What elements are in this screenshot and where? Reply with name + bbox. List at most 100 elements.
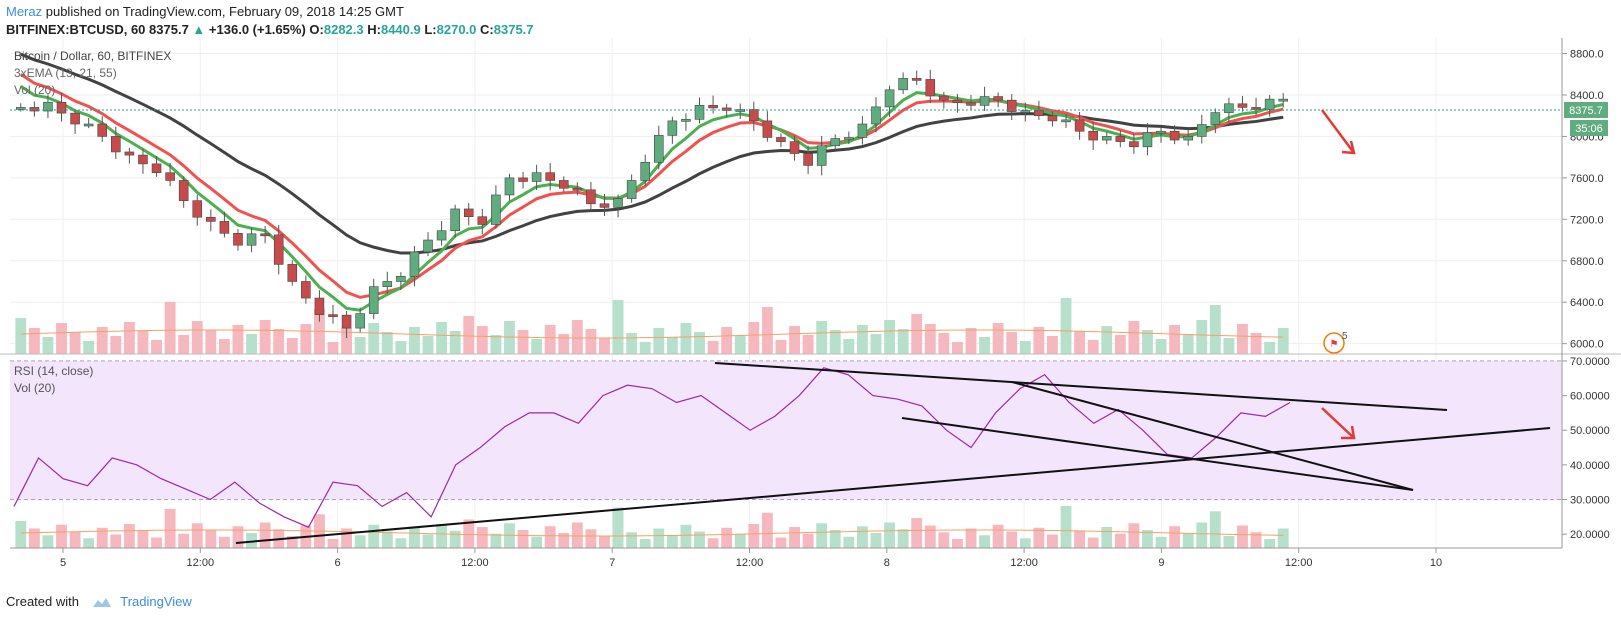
last-price: 8375.7 bbox=[149, 22, 189, 37]
volume-bar bbox=[734, 534, 746, 548]
candle-down bbox=[287, 264, 298, 282]
volume-bar bbox=[1019, 538, 1031, 548]
volume-bar bbox=[56, 524, 67, 548]
volume-bar bbox=[1047, 336, 1058, 354]
volume-bar bbox=[884, 522, 895, 548]
volume-bar bbox=[354, 535, 366, 548]
volume-bar bbox=[734, 336, 746, 354]
volume-bar bbox=[653, 528, 665, 548]
volume-bar bbox=[1264, 539, 1276, 548]
volume-bar bbox=[1114, 533, 1126, 548]
candle-down bbox=[111, 136, 121, 153]
volume-bar bbox=[531, 536, 543, 548]
volume-bar bbox=[856, 325, 868, 354]
volume-bar bbox=[15, 521, 27, 548]
volume-bar bbox=[965, 328, 977, 354]
price-axis[interactable]: 8800.08400.08000.07600.07200.06800.06400… bbox=[1562, 49, 1604, 351]
volume-bar bbox=[476, 326, 488, 354]
candle-up bbox=[43, 101, 53, 112]
volume-bar bbox=[979, 535, 991, 548]
volume-bar bbox=[1060, 506, 1072, 548]
volume-bar bbox=[1074, 331, 1086, 354]
volume-bar bbox=[626, 532, 638, 548]
candle-up bbox=[979, 96, 990, 106]
candle-up bbox=[1264, 98, 1275, 110]
rsi-axis[interactable]: 70.0000 60.0000 50.0000 40.0000 30.0000 20.00… bbox=[1562, 356, 1610, 541]
high-value: 8440.9 bbox=[380, 22, 421, 37]
candle-down bbox=[138, 154, 148, 165]
candle-up bbox=[871, 106, 881, 125]
tradingview-cloud-icon bbox=[92, 598, 111, 607]
volume-bar bbox=[1155, 536, 1167, 548]
ema21-line bbox=[19, 73, 1284, 299]
volume-bar bbox=[436, 322, 448, 354]
tradingview-link[interactable]: TradingView bbox=[120, 594, 192, 609]
price-change: +136.0 (+1.65%) bbox=[208, 22, 306, 37]
volume-bar bbox=[490, 335, 502, 354]
volume-bar bbox=[463, 519, 475, 548]
volume-bar bbox=[965, 528, 977, 548]
volume-bar bbox=[151, 537, 162, 548]
volume-bar bbox=[1128, 523, 1140, 548]
candle-down bbox=[124, 151, 135, 156]
candle-up bbox=[504, 177, 515, 196]
volume-bar bbox=[721, 527, 733, 548]
volume-bar bbox=[599, 338, 610, 354]
volume-bar bbox=[951, 539, 963, 548]
candle-down bbox=[925, 79, 936, 97]
candle-up bbox=[396, 275, 406, 282]
volume-bar bbox=[829, 530, 841, 548]
rsi-tick-label: 50.0000 bbox=[1570, 425, 1610, 437]
volume-bar bbox=[911, 314, 923, 354]
close-value: 8375.7 bbox=[493, 22, 534, 37]
candle-down bbox=[911, 78, 922, 81]
last-price-value: 8375.7 bbox=[1569, 105, 1603, 117]
rsi-volume-ma-line bbox=[20, 529, 1284, 537]
time-tick-label: 12:00 bbox=[1010, 557, 1038, 569]
price-tick-label: 6000.0 bbox=[1570, 339, 1604, 351]
candle-up bbox=[640, 162, 650, 181]
volume-bar bbox=[96, 527, 108, 548]
candle-down bbox=[260, 233, 270, 237]
volume-bar bbox=[1250, 532, 1262, 548]
volume-bar bbox=[789, 326, 800, 354]
volume-bar bbox=[1087, 340, 1099, 354]
author-link[interactable]: Meraz bbox=[6, 4, 43, 19]
candle-up bbox=[1210, 112, 1221, 125]
volume-bar bbox=[341, 528, 353, 548]
volume-bar bbox=[517, 330, 529, 354]
volume-bar bbox=[870, 533, 882, 548]
candle-down bbox=[762, 120, 773, 138]
volume-bar bbox=[938, 532, 950, 548]
volume-bar bbox=[368, 524, 380, 548]
candle-up bbox=[531, 172, 542, 182]
red-arrow-main bbox=[1320, 109, 1356, 155]
rsi-tick-label: 30.0000 bbox=[1570, 495, 1610, 507]
volume-bar bbox=[232, 526, 244, 548]
event-badge[interactable]: ⚑ 5 bbox=[1323, 331, 1348, 354]
time-tick-label: 12:00 bbox=[736, 557, 764, 569]
volume-bar bbox=[707, 538, 719, 548]
candle-down bbox=[1251, 107, 1261, 110]
publish-line: Meraz published on TradingView.com, Febr… bbox=[6, 4, 404, 19]
volume-bar bbox=[449, 331, 461, 354]
candle-up bbox=[436, 230, 447, 241]
volume-bar bbox=[639, 342, 651, 354]
candle-down bbox=[776, 137, 786, 142]
price-tick-label: 6800.0 bbox=[1570, 256, 1604, 268]
volume-bar bbox=[761, 512, 773, 548]
volume-bar bbox=[1223, 536, 1235, 548]
volume-bar bbox=[1250, 333, 1262, 354]
volume-bar bbox=[612, 300, 624, 354]
price-chart[interactable]: ⚑ 5 8800.08400.08000.07600.07200.06800.0… bbox=[0, 38, 1621, 590]
candle-up bbox=[1278, 98, 1288, 102]
candle-up bbox=[1020, 110, 1031, 113]
volume-bar bbox=[802, 335, 814, 354]
candle-up bbox=[613, 198, 623, 208]
countdown-value: 35:06 bbox=[1575, 123, 1603, 135]
volume-bar bbox=[1223, 338, 1235, 354]
volume-bar bbox=[327, 539, 339, 548]
candle-down bbox=[70, 112, 80, 125]
candle-down bbox=[939, 95, 949, 101]
time-axis[interactable]: 5 12:00 6 12:00 7 12:00 8 12:00 9 12:00 10 bbox=[60, 548, 1442, 569]
